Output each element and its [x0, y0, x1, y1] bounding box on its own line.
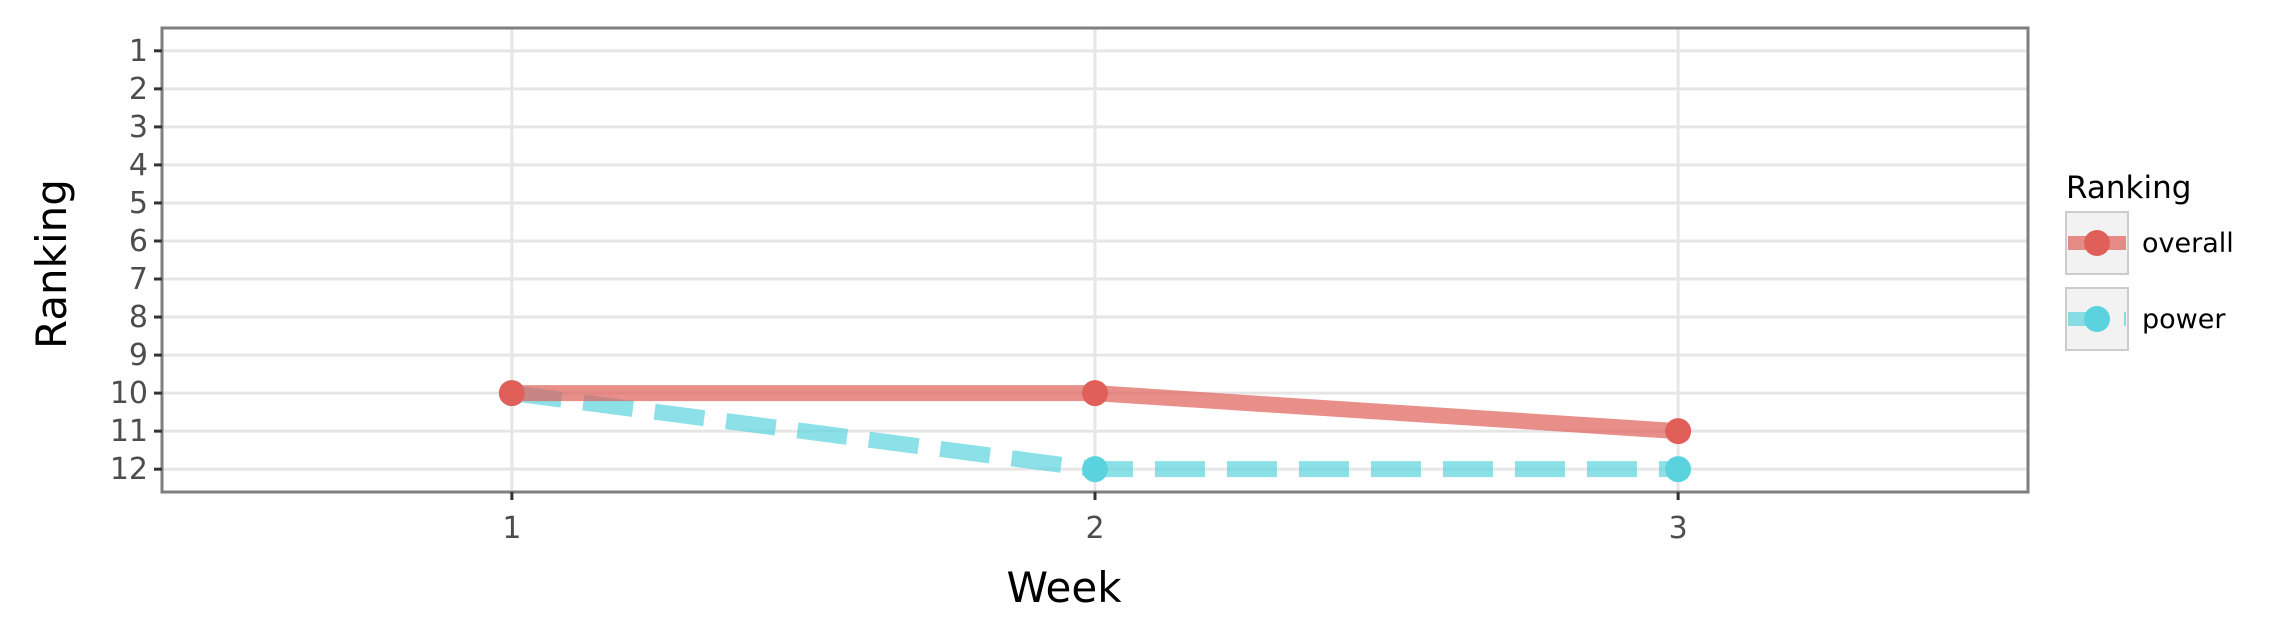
y-tick-label: 3	[129, 110, 148, 145]
y-tick-label: 11	[110, 414, 148, 449]
y-tick-label: 7	[129, 262, 148, 297]
x-tick-label: 3	[1669, 511, 1688, 546]
data-point-overall	[1082, 380, 1108, 407]
y-axis-title: Ranking	[27, 179, 76, 349]
y-tick-label: 1	[129, 34, 148, 69]
data-point-overall	[498, 380, 525, 407]
legend-key-point-power	[2084, 306, 2110, 332]
y-tick-label: 2	[129, 72, 148, 107]
data-point-power	[1082, 456, 1108, 483]
y-tick-label: 4	[129, 148, 148, 183]
y-tick-label: 6	[129, 224, 148, 259]
series-points	[498, 380, 1692, 483]
x-axis-title: Week	[1006, 563, 1122, 612]
legend-title: Ranking	[2066, 170, 2191, 206]
x-tick-label: 1	[502, 511, 521, 546]
legend-label-overall: overall	[2142, 228, 2234, 259]
y-tick-label: 9	[129, 338, 148, 373]
y-tick-label: 8	[129, 300, 148, 335]
y-tick-label: 5	[129, 186, 148, 221]
legend: Ranking overall power	[2065, 170, 2234, 351]
y-tick-label: 10	[110, 376, 148, 411]
legend-key-point-overall	[2084, 230, 2110, 256]
data-point-overall	[1665, 418, 1692, 445]
legend-label-power: power	[2142, 304, 2226, 335]
x-axis: 1 2 3	[502, 492, 1688, 546]
data-point-power	[1665, 456, 1692, 483]
y-tick-label: 12	[110, 452, 148, 487]
x-tick-label: 2	[1085, 511, 1104, 546]
